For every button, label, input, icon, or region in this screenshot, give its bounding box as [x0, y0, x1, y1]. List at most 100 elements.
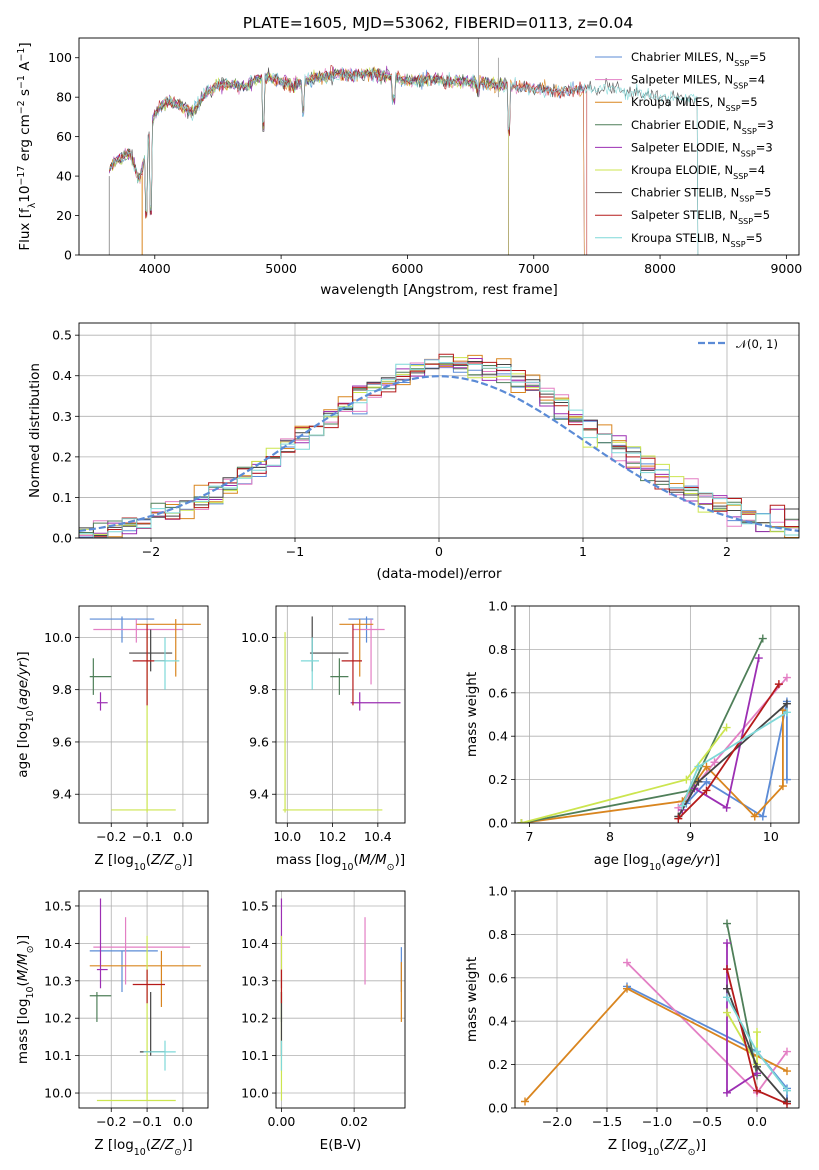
- histogram-step: [79, 364, 799, 538]
- x-axis-label: Z [log10(Z/Z⊙)]: [94, 852, 192, 873]
- x-tick-label: −0.1: [132, 1114, 162, 1129]
- y-tick-label: 0.4: [488, 729, 508, 744]
- legend-entry: Chabrier ELODIE, NSSP=3: [631, 118, 774, 136]
- y-tick-label: 0.4: [52, 368, 72, 383]
- histogram-step: [79, 357, 799, 535]
- legend-entry: 𝒩(0, 1): [736, 337, 778, 351]
- y-axis-label: mass weight: [464, 672, 480, 757]
- axes-massweight-vs-Z: −2.0 −1.5 −1.0 −0.5 0.0 0.0 0.2 0.4 0.6 0.8 1.0 Z […: [464, 884, 800, 1158]
- x-tick-label: −0.2: [96, 829, 126, 844]
- legend-entry: Salpeter ELODIE, NSSP=3: [631, 140, 773, 158]
- y-tick-label: 60: [56, 129, 72, 144]
- axes-residuals: −2 −1 0 1 2 0.0 0.1 0.2 0.3 0.4 0.5 (data-model)/er…: [27, 322, 800, 582]
- x-axis-label: age [log10(age/yr)]: [594, 852, 720, 873]
- data-point: [783, 1047, 791, 1056]
- data-point: [623, 958, 631, 967]
- y-tick-label: 9.4: [52, 787, 72, 802]
- y-tick-label: 10.0: [44, 630, 72, 645]
- x-tick-label: 1: [579, 544, 587, 559]
- y-tick-label: 1.0: [488, 599, 508, 614]
- histogram-step: [79, 359, 799, 538]
- x-tick-label: 0.0: [747, 1114, 767, 1129]
- data-point: [682, 775, 691, 784]
- y-tick-label: 10.0: [241, 1086, 269, 1101]
- y-tick-label: 0.2: [488, 772, 508, 787]
- y-tick-label: 0.3: [52, 409, 72, 424]
- legend-entry: Salpeter STELIB, NSSP=5: [631, 208, 770, 226]
- y-tick-label: 0.2: [488, 1057, 508, 1072]
- x-tick-label: 10.0: [273, 829, 301, 844]
- x-tick-label: −1: [286, 544, 304, 559]
- y-tick-label: 100: [48, 50, 72, 65]
- y-axis-label: Normed distribution: [27, 363, 43, 498]
- y-tick-label: 0.2: [52, 449, 72, 464]
- x-axis-label: mass [log10(M/M⊙)]: [276, 852, 405, 873]
- histogram-step: [79, 353, 799, 538]
- data-point: [723, 993, 731, 1002]
- data-point: [702, 762, 711, 771]
- data-point: [753, 1028, 761, 1037]
- gaussian-curve: [79, 375, 799, 532]
- y-tick-label: 20: [56, 208, 72, 223]
- y-tick-label: 10.2: [44, 1011, 72, 1026]
- spectrum-line: [109, 67, 699, 255]
- y-tick-label: 0.4: [488, 1014, 508, 1029]
- x-tick-label: −2.0: [542, 1114, 572, 1129]
- y-tick-label: 0.5: [52, 328, 72, 343]
- data-point: [783, 1099, 791, 1108]
- axes-age-vs-Z: −0.2 −0.1 0.0 9.4 9.6 9.8 10.0 Z [log10(Z/Z⊙)] a…: [15, 605, 209, 873]
- plot-area: [280, 898, 402, 1101]
- y-tick-label: 10.4: [241, 936, 269, 951]
- data-point: [702, 777, 711, 786]
- data-point: [750, 812, 759, 821]
- data-point: [782, 699, 791, 708]
- x-tick-label: 6000: [392, 261, 424, 276]
- axes-frame: [514, 605, 800, 824]
- y-tick-label: 0.6: [488, 970, 508, 985]
- x-tick-label: 10.2: [319, 829, 347, 844]
- data-point: [783, 1086, 791, 1095]
- series-line: [524, 987, 788, 1103]
- y-tick-label: 10.5: [241, 898, 269, 913]
- x-tick-label: 2: [723, 544, 731, 559]
- data-point: [782, 708, 791, 717]
- plot-area: [521, 919, 791, 1108]
- y-tick-label: 10.0: [241, 630, 269, 645]
- data-point: [521, 1097, 529, 1106]
- data-point: [753, 1086, 761, 1095]
- legend-entry: Salpeter MILES, NSSP=4: [631, 73, 765, 91]
- data-point: [758, 634, 767, 643]
- x-tick-label: 5000: [265, 261, 297, 276]
- x-axis-label: wavelength [Angstrom, rest frame]: [320, 282, 558, 298]
- y-tick-label: 0.0: [52, 531, 72, 546]
- data-point: [694, 762, 703, 771]
- data-point: [722, 803, 731, 812]
- y-tick-label: 10.0: [44, 1086, 72, 1101]
- data-point: [694, 777, 703, 786]
- legend: Chabrier MILES, NSSP=5 Salpeter MILES, NS…: [595, 50, 774, 248]
- x-tick-label: −0.1: [132, 829, 162, 844]
- x-axis-label: (data-model)/error: [376, 566, 502, 582]
- x-tick-label: 9: [686, 829, 694, 844]
- y-tick-label: 0.1: [52, 490, 72, 505]
- data-point: [623, 984, 631, 993]
- y-tick-label: 0.0: [488, 1101, 508, 1116]
- axes-frame: [78, 322, 800, 539]
- data-point: [774, 680, 783, 689]
- data-point: [702, 786, 711, 795]
- data-point: [753, 1062, 761, 1071]
- x-tick-label: 7: [526, 829, 534, 844]
- x-tick-label: 0.0: [173, 829, 193, 844]
- plot-area: [282, 616, 401, 813]
- x-tick-label: −1.5: [592, 1114, 622, 1129]
- x-tick-label: −2: [142, 544, 160, 559]
- data-point: [782, 775, 791, 784]
- axes-frame: [78, 605, 209, 824]
- x-tick-label: 10: [763, 829, 779, 844]
- y-tick-label: 40: [56, 169, 72, 184]
- y-tick-label: 0.8: [488, 642, 508, 657]
- x-axis-label: Z [log10(Z/Z⊙)]: [94, 1137, 192, 1158]
- data-point: [517, 819, 526, 823]
- data-point: [723, 919, 731, 928]
